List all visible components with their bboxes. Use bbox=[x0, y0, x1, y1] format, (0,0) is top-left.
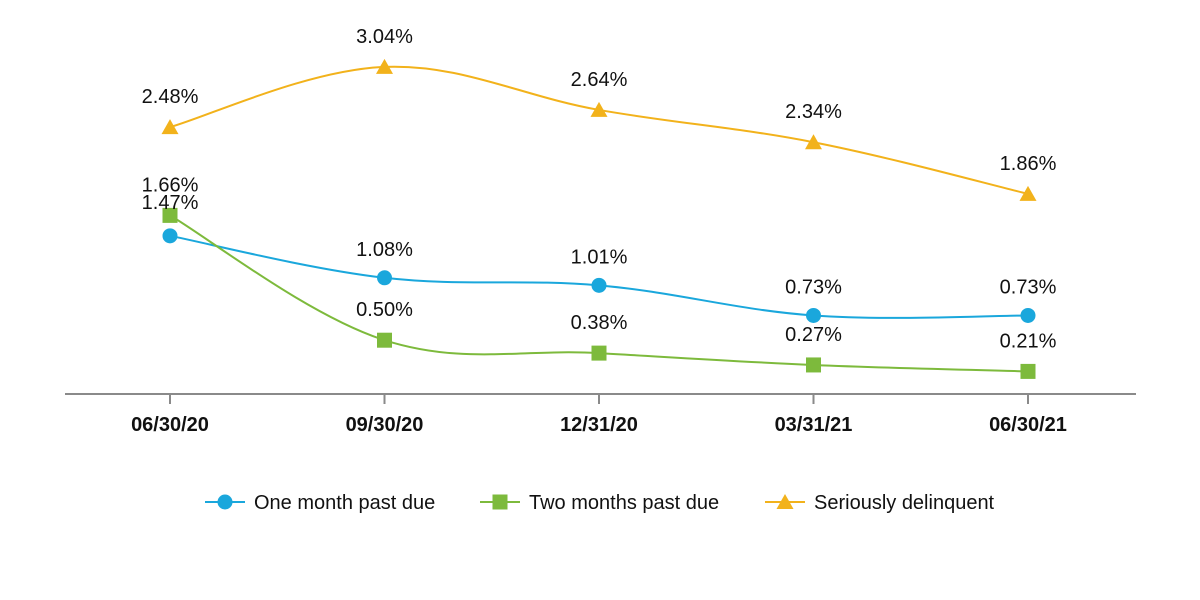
data-point-square bbox=[162, 207, 178, 223]
data-point-circle bbox=[591, 277, 607, 293]
x-axis: 06/30/20 09/30/20 12/31/20 03/31/21 06/30/21 bbox=[65, 393, 1136, 436]
data-label: 2.48% bbox=[142, 86, 199, 108]
x-tick-label: 12/31/20 bbox=[560, 414, 638, 436]
legend-label: Two months past due bbox=[529, 492, 719, 514]
data-point-square bbox=[377, 332, 392, 348]
x-tick-label: 03/31/21 bbox=[775, 414, 853, 436]
legend-marker-triangle bbox=[776, 494, 794, 509]
legend-marker-circle bbox=[217, 494, 233, 510]
data-point-triangle bbox=[590, 101, 608, 117]
data-label: 2.34% bbox=[785, 101, 842, 123]
data-label: 1.08% bbox=[356, 239, 413, 261]
data-point-square bbox=[1020, 363, 1036, 379]
data-point-triangle bbox=[805, 134, 822, 150]
x-tick-label: 06/30/20 bbox=[131, 414, 209, 436]
data-point-square bbox=[591, 345, 607, 361]
data-point-triangle bbox=[1019, 185, 1037, 201]
data-label: 2.64% bbox=[571, 69, 628, 91]
data-label: 1.01% bbox=[571, 246, 628, 268]
series-layer bbox=[161, 58, 1037, 379]
data-label: 3.04% bbox=[356, 26, 413, 48]
data-label: 0.27% bbox=[785, 324, 842, 346]
legend-marker-square bbox=[492, 494, 508, 510]
legend-item: One month past due bbox=[205, 492, 435, 514]
data-point-square bbox=[806, 357, 821, 373]
data-point-triangle bbox=[161, 119, 179, 135]
data-label: 1.47% bbox=[142, 192, 199, 214]
legend-item: Seriously delinquent bbox=[765, 492, 995, 514]
legend-label: Seriously delinquent bbox=[814, 492, 995, 514]
data-labels: 1.47% 1.08% 1.01% 0.73% 0.73% 1.66% 0.50% 0.38%… bbox=[142, 26, 1057, 353]
data-label: 0.73% bbox=[1000, 276, 1057, 298]
legend: One month past due Two months past due Ser… bbox=[205, 492, 995, 514]
data-point-circle bbox=[806, 307, 821, 323]
data-label: 1.66% bbox=[142, 174, 199, 196]
legend-item: Two months past due bbox=[480, 492, 719, 514]
x-tick-label: 06/30/21 bbox=[989, 414, 1067, 436]
data-point-circle bbox=[377, 270, 392, 286]
data-point-circle bbox=[1020, 307, 1036, 323]
data-label: 0.73% bbox=[785, 276, 842, 298]
data-point-triangle bbox=[376, 58, 393, 74]
data-label: 1.86% bbox=[1000, 153, 1057, 175]
x-tick-label: 09/30/20 bbox=[346, 414, 424, 436]
data-label: 0.50% bbox=[356, 299, 413, 321]
data-label: 0.21% bbox=[1000, 330, 1057, 352]
legend-label: One month past due bbox=[254, 492, 435, 514]
data-label: 0.38% bbox=[571, 312, 628, 334]
data-point-circle bbox=[162, 228, 178, 244]
